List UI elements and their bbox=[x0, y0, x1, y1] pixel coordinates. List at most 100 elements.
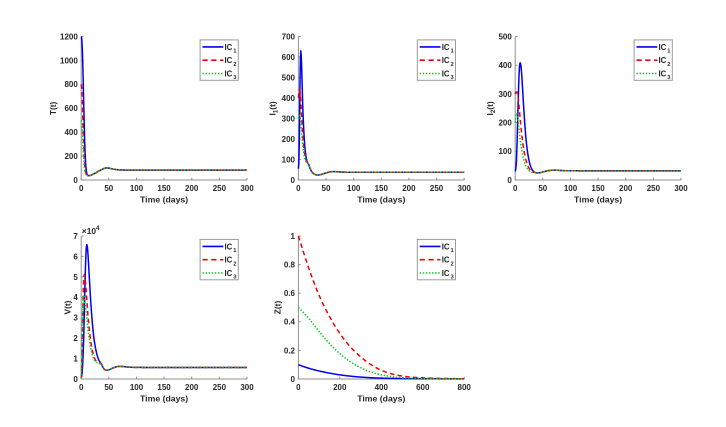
svg-text:200: 200 bbox=[282, 135, 296, 144]
svg-text:50: 50 bbox=[104, 184, 113, 193]
svg-text:2: 2 bbox=[73, 334, 78, 343]
svg-text:6: 6 bbox=[73, 252, 78, 261]
svg-text:2: 2 bbox=[451, 261, 454, 267]
svg-text:0.4: 0.4 bbox=[284, 318, 296, 327]
svg-text:400: 400 bbox=[375, 383, 389, 392]
svg-text:700: 700 bbox=[282, 32, 296, 41]
svg-text:1000: 1000 bbox=[60, 56, 78, 65]
svg-text:1: 1 bbox=[73, 355, 78, 364]
svg-text:0.8: 0.8 bbox=[284, 261, 296, 270]
svg-text:IC: IC bbox=[225, 256, 233, 265]
svg-text:400: 400 bbox=[498, 61, 512, 70]
svg-text:0: 0 bbox=[507, 176, 512, 185]
svg-text:IC: IC bbox=[225, 43, 233, 52]
svg-text:IC: IC bbox=[442, 56, 450, 65]
svg-text:IC: IC bbox=[659, 70, 667, 79]
svg-text:200: 200 bbox=[185, 383, 199, 392]
svg-text:200: 200 bbox=[498, 119, 512, 128]
svg-text:500: 500 bbox=[498, 32, 512, 41]
svg-text:Time (days): Time (days) bbox=[574, 195, 622, 205]
svg-text:150: 150 bbox=[157, 184, 171, 193]
svg-text:1: 1 bbox=[451, 49, 455, 55]
svg-text:Time (days): Time (days) bbox=[357, 394, 405, 404]
svg-text:200: 200 bbox=[619, 184, 633, 193]
svg-text:IC: IC bbox=[225, 70, 233, 79]
svg-text:100: 100 bbox=[347, 184, 361, 193]
svg-text:600: 600 bbox=[64, 104, 78, 113]
svg-text:IC: IC bbox=[442, 269, 450, 278]
svg-text:0.6: 0.6 bbox=[284, 289, 296, 298]
svg-text:400: 400 bbox=[282, 94, 296, 103]
svg-text:200: 200 bbox=[64, 152, 78, 161]
svg-text:IC: IC bbox=[225, 56, 233, 65]
svg-text:4: 4 bbox=[73, 293, 78, 302]
svg-text:300: 300 bbox=[674, 184, 688, 193]
svg-text:300: 300 bbox=[282, 114, 296, 123]
svg-text:Time (days): Time (days) bbox=[357, 195, 405, 205]
svg-text:IC: IC bbox=[225, 269, 233, 278]
svg-text:IC: IC bbox=[225, 242, 233, 251]
svg-text:IC: IC bbox=[442, 70, 450, 79]
svg-text:1: 1 bbox=[667, 49, 671, 55]
svg-text:2: 2 bbox=[233, 62, 236, 68]
svg-text:IC: IC bbox=[659, 56, 667, 65]
svg-text:1: 1 bbox=[451, 248, 455, 254]
svg-text:1200: 1200 bbox=[60, 32, 78, 41]
svg-text:IC: IC bbox=[442, 43, 450, 52]
svg-text:200: 200 bbox=[402, 184, 416, 193]
svg-text:1: 1 bbox=[233, 248, 237, 254]
svg-text:0: 0 bbox=[513, 184, 518, 193]
svg-text:300: 300 bbox=[458, 184, 472, 193]
svg-text:1: 1 bbox=[233, 49, 237, 55]
svg-text:800: 800 bbox=[64, 80, 78, 89]
svg-text:7: 7 bbox=[73, 232, 78, 241]
svg-text:200: 200 bbox=[185, 184, 199, 193]
svg-text:0: 0 bbox=[79, 184, 84, 193]
svg-text:100: 100 bbox=[564, 184, 578, 193]
svg-text:0: 0 bbox=[291, 375, 296, 384]
svg-text:50: 50 bbox=[104, 383, 113, 392]
svg-text:0: 0 bbox=[73, 176, 78, 185]
svg-text:3: 3 bbox=[667, 75, 671, 81]
svg-text:200: 200 bbox=[333, 383, 347, 392]
svg-text:1: 1 bbox=[291, 232, 296, 241]
svg-text:5: 5 bbox=[73, 273, 78, 282]
svg-text:400: 400 bbox=[64, 128, 78, 137]
svg-text:2: 2 bbox=[233, 261, 236, 267]
svg-text:300: 300 bbox=[498, 90, 512, 99]
svg-text:0: 0 bbox=[291, 176, 296, 185]
svg-text:Time (days): Time (days) bbox=[140, 394, 188, 404]
svg-text:250: 250 bbox=[430, 184, 444, 193]
svg-text:3: 3 bbox=[233, 75, 237, 81]
svg-text:0: 0 bbox=[73, 375, 78, 384]
svg-text:V(t): V(t) bbox=[62, 300, 72, 314]
svg-text:800: 800 bbox=[458, 383, 472, 392]
svg-text:×104: ×104 bbox=[82, 225, 100, 236]
svg-text:3: 3 bbox=[451, 75, 455, 81]
svg-text:IC: IC bbox=[442, 242, 450, 251]
svg-text:250: 250 bbox=[213, 184, 227, 193]
svg-text:250: 250 bbox=[647, 184, 661, 193]
svg-text:IC: IC bbox=[659, 43, 667, 52]
svg-text:Time (days): Time (days) bbox=[140, 195, 188, 205]
svg-text:IC: IC bbox=[442, 256, 450, 265]
svg-text:250: 250 bbox=[213, 383, 227, 392]
svg-text:50: 50 bbox=[322, 184, 331, 193]
svg-text:300: 300 bbox=[240, 383, 254, 392]
svg-text:600: 600 bbox=[282, 53, 296, 62]
svg-text:100: 100 bbox=[282, 155, 296, 164]
svg-text:150: 150 bbox=[591, 184, 605, 193]
svg-text:0: 0 bbox=[79, 383, 84, 392]
svg-text:100: 100 bbox=[130, 383, 144, 392]
svg-text:2: 2 bbox=[451, 62, 454, 68]
svg-text:100: 100 bbox=[498, 147, 512, 156]
svg-text:150: 150 bbox=[375, 184, 389, 193]
svg-text:150: 150 bbox=[157, 383, 171, 392]
svg-text:600: 600 bbox=[416, 383, 430, 392]
svg-text:3: 3 bbox=[73, 314, 78, 323]
svg-text:3: 3 bbox=[233, 275, 237, 281]
svg-text:500: 500 bbox=[282, 73, 296, 82]
svg-text:0: 0 bbox=[296, 383, 301, 392]
svg-text:50: 50 bbox=[538, 184, 547, 193]
svg-text:Z(t): Z(t) bbox=[272, 301, 282, 315]
